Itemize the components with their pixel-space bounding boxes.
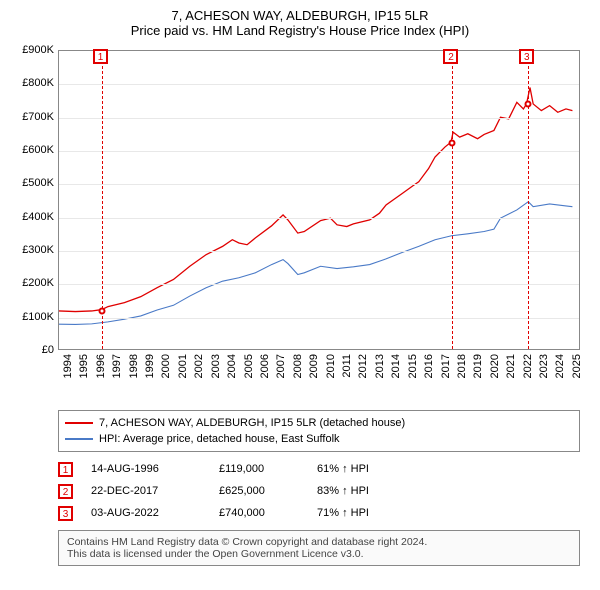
gridline-h [59, 151, 579, 152]
y-axis-label: £900K [10, 44, 54, 56]
x-axis-label: 2025 [571, 354, 583, 394]
x-axis-label: 2017 [440, 354, 452, 394]
sale-date: 03-AUG-2022 [91, 507, 201, 519]
legend-swatch [65, 438, 93, 440]
sale-row: 1 14-AUG-1996 £119,000 61% ↑ HPI [58, 458, 580, 480]
event-vline [452, 51, 453, 349]
title-block: 7, ACHESON WAY, ALDEBURGH, IP15 5LR Pric… [10, 8, 590, 38]
series-hpi [59, 202, 572, 325]
attribution: Contains HM Land Registry data © Crown c… [58, 530, 580, 566]
x-axis-label: 2015 [407, 354, 419, 394]
x-axis-label: 2005 [243, 354, 255, 394]
sale-price: £119,000 [219, 463, 299, 475]
chart-svg [59, 51, 579, 349]
gridline-h [59, 251, 579, 252]
y-axis-label: £600K [10, 144, 54, 156]
y-axis-label: £200K [10, 277, 54, 289]
sale-marker-box: 1 [93, 49, 108, 64]
sale-marker-box: 3 [519, 49, 534, 64]
plot-area [58, 50, 580, 350]
legend: 7, ACHESON WAY, ALDEBURGH, IP15 5LR (det… [58, 410, 580, 452]
x-axis-label: 1994 [62, 354, 74, 394]
x-axis-label: 1995 [78, 354, 90, 394]
x-axis-label: 2000 [160, 354, 172, 394]
x-axis-label: 2013 [374, 354, 386, 394]
x-axis-label: 1996 [95, 354, 107, 394]
legend-label: 7, ACHESON WAY, ALDEBURGH, IP15 5LR (det… [99, 417, 405, 429]
x-axis-label: 2010 [325, 354, 337, 394]
x-axis-label: 2007 [275, 354, 287, 394]
x-axis-label: 2012 [357, 354, 369, 394]
x-axis-label: 2002 [193, 354, 205, 394]
x-axis-label: 2019 [472, 354, 484, 394]
sale-date: 14-AUG-1996 [91, 463, 201, 475]
gridline-h [59, 318, 579, 319]
y-axis-label: £300K [10, 244, 54, 256]
sale-date: 22-DEC-2017 [91, 485, 201, 497]
x-axis-label: 2014 [390, 354, 402, 394]
y-axis-label: £800K [10, 77, 54, 89]
x-axis-label: 1999 [144, 354, 156, 394]
gridline-h [59, 84, 579, 85]
title-subtitle: Price paid vs. HM Land Registry's House … [10, 23, 590, 38]
sale-row: 2 22-DEC-2017 £625,000 83% ↑ HPI [58, 480, 580, 502]
sale-pct: 83% ↑ HPI [317, 485, 417, 497]
y-axis-label: £0 [10, 344, 54, 356]
sale-price: £740,000 [219, 507, 299, 519]
x-axis-label: 2018 [456, 354, 468, 394]
sale-price: £625,000 [219, 485, 299, 497]
x-axis-label: 1998 [128, 354, 140, 394]
x-axis-label: 2001 [177, 354, 189, 394]
x-axis-label: 2024 [554, 354, 566, 394]
x-axis-label: 2022 [522, 354, 534, 394]
x-axis-label: 2006 [259, 354, 271, 394]
x-axis-label: 2011 [341, 354, 353, 394]
legend-label: HPI: Average price, detached house, East… [99, 433, 340, 445]
attribution-line1: Contains HM Land Registry data © Crown c… [67, 536, 571, 548]
x-axis-label: 2016 [423, 354, 435, 394]
gridline-h [59, 284, 579, 285]
x-axis-label: 2009 [308, 354, 320, 394]
sale-marker-box: 2 [443, 49, 458, 64]
sale-point [525, 101, 532, 108]
chart-area: £0 £100K £200K £300K £400K £500K £600K £700K £80… [10, 44, 590, 404]
y-axis-label: £100K [10, 311, 54, 323]
x-axis-label: 1997 [111, 354, 123, 394]
legend-row: 7, ACHESON WAY, ALDEBURGH, IP15 5LR (det… [65, 415, 573, 431]
x-axis-label: 2021 [505, 354, 517, 394]
legend-swatch [65, 422, 93, 424]
x-axis-label: 2008 [292, 354, 304, 394]
x-axis-label: 2023 [538, 354, 550, 394]
y-axis-label: £500K [10, 177, 54, 189]
x-axis-label: 2004 [226, 354, 238, 394]
event-vline [102, 51, 103, 349]
chart-container: 7, ACHESON WAY, ALDEBURGH, IP15 5LR Pric… [0, 0, 600, 576]
sale-row-marker: 2 [58, 484, 73, 499]
series-property [59, 87, 572, 311]
event-vline [528, 51, 529, 349]
sale-row-marker: 3 [58, 506, 73, 521]
sale-point [99, 308, 106, 315]
gridline-h [59, 218, 579, 219]
attribution-line2: This data is licensed under the Open Gov… [67, 548, 571, 560]
sale-pct: 61% ↑ HPI [317, 463, 417, 475]
legend-row: HPI: Average price, detached house, East… [65, 431, 573, 447]
gridline-h [59, 184, 579, 185]
x-axis-label: 2003 [210, 354, 222, 394]
y-axis-label: £400K [10, 211, 54, 223]
y-axis-label: £700K [10, 111, 54, 123]
sales-table: 1 14-AUG-1996 £119,000 61% ↑ HPI 2 22-DEC-201… [58, 458, 580, 524]
sale-row-marker: 1 [58, 462, 73, 477]
gridline-h [59, 118, 579, 119]
sale-pct: 71% ↑ HPI [317, 507, 417, 519]
x-axis-label: 2020 [489, 354, 501, 394]
sale-point [449, 139, 456, 146]
sale-row: 3 03-AUG-2022 £740,000 71% ↑ HPI [58, 502, 580, 524]
title-address: 7, ACHESON WAY, ALDEBURGH, IP15 5LR [10, 8, 590, 23]
